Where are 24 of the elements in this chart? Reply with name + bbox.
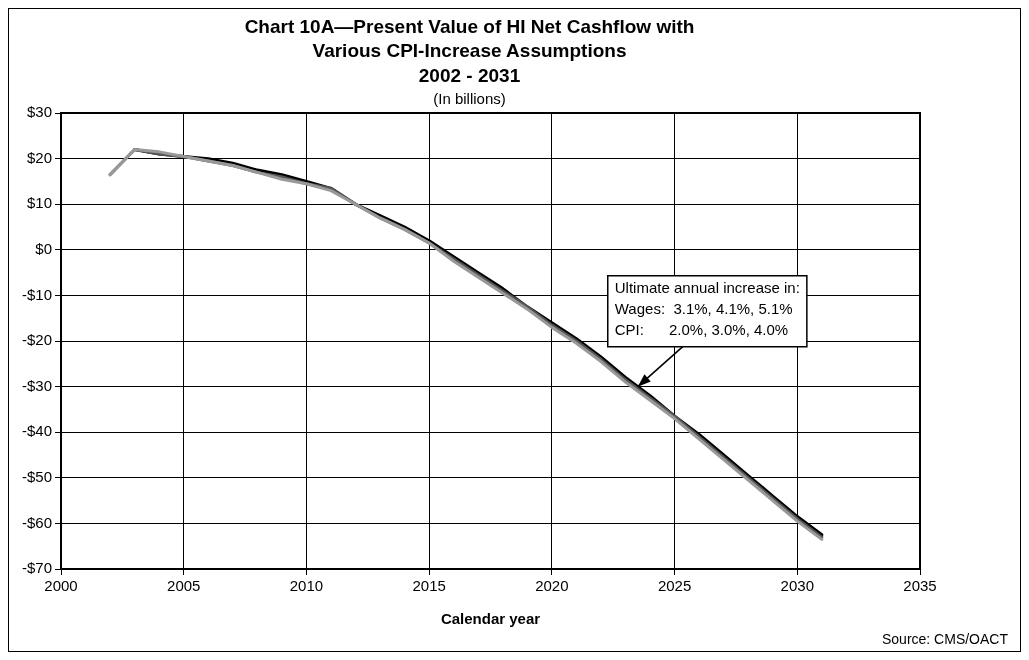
y-tick-label: -$40 <box>21 422 53 440</box>
annotation: Ultimate annual increase in: Wages: 3.1%, 4.1%, 5.1% CPI: 2.0%, 3.0%, 4.0% <box>614 279 800 339</box>
y-tick-label: $30 <box>26 103 53 121</box>
y-tick-label: -$70 <box>21 559 53 577</box>
y-tick-label: -$60 <box>21 513 53 531</box>
y-tick-label: $10 <box>26 194 53 212</box>
x-tick-label: 2015 <box>412 577 446 595</box>
x-tick-label: 2025 <box>657 577 692 595</box>
chart-title: Chart 10A—Present Value of HI Net Cashflow with Various CPI-Increase Assumptions 2002 - 2031 <box>244 15 695 86</box>
x-tick-label: 2010 <box>289 577 324 595</box>
y-tick-label: -$20 <box>21 331 53 349</box>
y-tick-label: $20 <box>26 148 53 166</box>
y-tick-label: -$10 <box>21 285 53 303</box>
y-tick-label: -$30 <box>21 376 53 394</box>
y-tick-label: $0 <box>35 240 53 258</box>
x-tick-label: 2000 <box>44 577 78 595</box>
y-tick-label: -$50 <box>21 467 53 485</box>
x-tick-label: 2020 <box>535 577 569 595</box>
x-tick-label: 2005 <box>167 577 201 595</box>
x-tick-label: 2030 <box>780 577 814 595</box>
x-tick-label: 2035 <box>903 577 937 595</box>
source-note: Source: CMS/OACT <box>881 630 1009 647</box>
x-axis-title: Calendar year <box>440 610 541 628</box>
chart-subtitle: (In billions) <box>433 90 506 108</box>
